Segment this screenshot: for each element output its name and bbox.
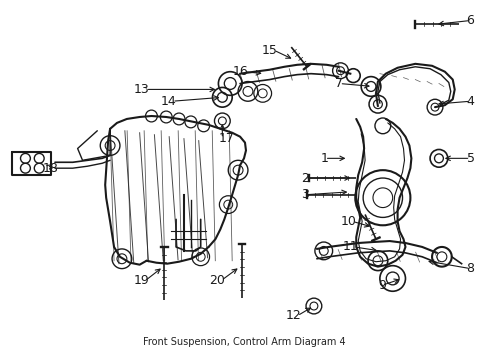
Text: 5: 5 (466, 152, 473, 165)
Text: 14: 14 (160, 95, 176, 108)
Text: 16: 16 (232, 65, 247, 78)
Text: 11: 11 (342, 240, 358, 253)
Text: 9: 9 (377, 279, 385, 292)
Text: 1: 1 (320, 152, 328, 165)
Text: 19: 19 (133, 274, 149, 287)
Text: Front Suspension, Control Arm Diagram 4: Front Suspension, Control Arm Diagram 4 (143, 337, 345, 347)
Text: 3: 3 (301, 188, 308, 201)
Text: 12: 12 (285, 309, 301, 322)
Text: 13: 13 (133, 83, 149, 96)
Text: 6: 6 (466, 14, 473, 27)
Text: 8: 8 (466, 262, 473, 275)
Text: 17: 17 (218, 132, 234, 145)
Text: 20: 20 (209, 274, 225, 287)
Text: 10: 10 (340, 215, 356, 228)
Text: 7: 7 (335, 77, 343, 90)
Text: 18: 18 (43, 162, 59, 175)
Text: 2: 2 (301, 171, 308, 185)
Text: 15: 15 (261, 44, 277, 57)
Text: 4: 4 (466, 95, 473, 108)
